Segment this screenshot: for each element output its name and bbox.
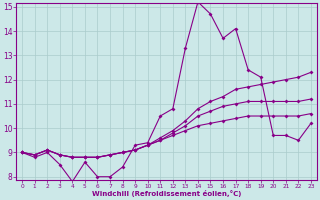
X-axis label: Windchill (Refroidissement éolien,°C): Windchill (Refroidissement éolien,°C)	[92, 190, 241, 197]
